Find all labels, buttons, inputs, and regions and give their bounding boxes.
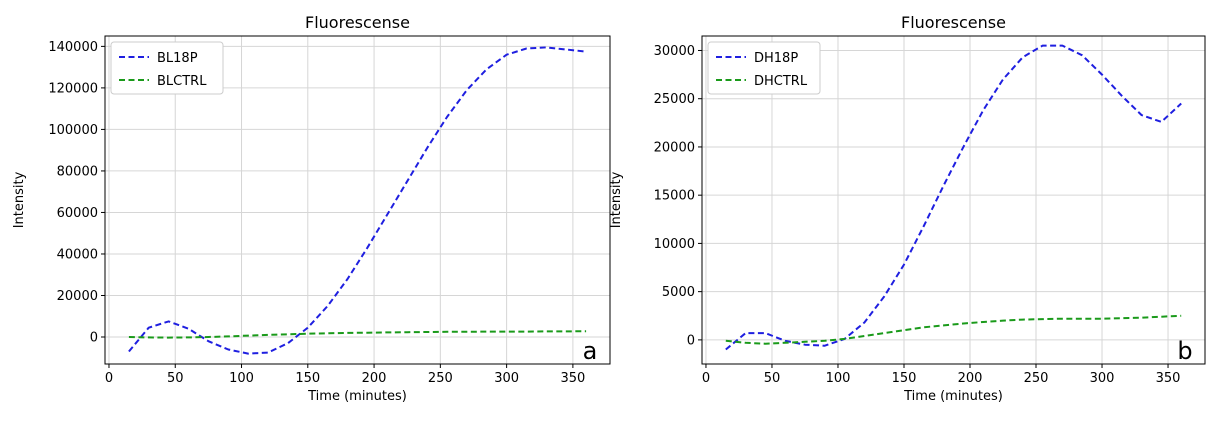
y-axis-ticks: 0 20000 40000 60000 80000 100000 120000 140000	[48, 40, 105, 346]
legend-label-dh18p: DH18P	[754, 51, 798, 66]
y-tick-label: 60000	[57, 206, 98, 221]
x-tick-label: 50	[764, 371, 781, 386]
chart-title: Fluorescense	[901, 13, 1006, 32]
x-axis-ticks: 0 50 100 150 200 250 300 350	[105, 364, 585, 386]
y-tick-label: 120000	[48, 81, 98, 96]
x-tick-label: 0	[702, 371, 710, 386]
y-tick-label: 5000	[662, 285, 695, 300]
x-tick-label: 250	[1024, 371, 1049, 386]
legend-label-blctrl: BLCTRL	[157, 74, 207, 89]
x-tick-label: 300	[1090, 371, 1115, 386]
x-tick-label: 250	[428, 371, 453, 386]
y-tick-label: 140000	[48, 40, 98, 55]
y-tick-label: 10000	[654, 237, 695, 252]
y-tick-label: 30000	[654, 44, 695, 59]
y-tick-label: 40000	[57, 247, 98, 262]
y-axis-ticks: 0 5000 10000 15000 20000 25000 30000	[654, 44, 702, 348]
x-tick-label: 0	[105, 371, 113, 386]
chart-title: Fluorescense	[305, 13, 410, 32]
legend: BL18P BLCTRL	[111, 42, 223, 94]
y-tick-label: 0	[687, 333, 695, 348]
x-tick-label: 350	[560, 371, 585, 386]
y-tick-label: 25000	[654, 92, 695, 107]
panel-label: a	[583, 337, 598, 365]
y-tick-label: 0	[90, 331, 98, 346]
panel-label: b	[1177, 337, 1192, 365]
y-tick-label: 20000	[57, 289, 98, 304]
legend-label-bl18p: BL18P	[157, 51, 198, 66]
legend-label-dhctrl: DHCTRL	[754, 74, 808, 89]
legend: DH18P DHCTRL	[708, 42, 820, 94]
x-axis-label: Time (minutes)	[307, 389, 407, 404]
x-tick-label: 200	[958, 371, 983, 386]
y-tick-label: 100000	[48, 123, 98, 138]
x-tick-label: 150	[892, 371, 917, 386]
x-tick-label: 100	[826, 371, 851, 386]
x-tick-label: 200	[362, 371, 387, 386]
x-tick-label: 50	[167, 371, 184, 386]
y-tick-label: 20000	[654, 140, 695, 155]
x-axis-ticks: 0 50 100 150 200 250 300 350	[702, 364, 1181, 386]
y-tick-label: 80000	[57, 164, 98, 179]
x-tick-label: 350	[1156, 371, 1181, 386]
chart-panel-a: 0 50 100 150 200 250 300 350 0 20000 40000 60000 80…	[12, 13, 610, 404]
y-axis-label: Intensity	[12, 171, 27, 228]
x-tick-label: 300	[494, 371, 519, 386]
x-axis-label: Time (minutes)	[903, 389, 1003, 404]
y-axis-label: Intensity	[609, 171, 624, 228]
y-tick-label: 15000	[654, 189, 695, 204]
chart-panel-b: 0 50 100 150 200 250 300 350 0 5000 10000 15000 200…	[609, 13, 1205, 404]
x-tick-label: 100	[229, 371, 254, 386]
x-tick-label: 150	[295, 371, 320, 386]
